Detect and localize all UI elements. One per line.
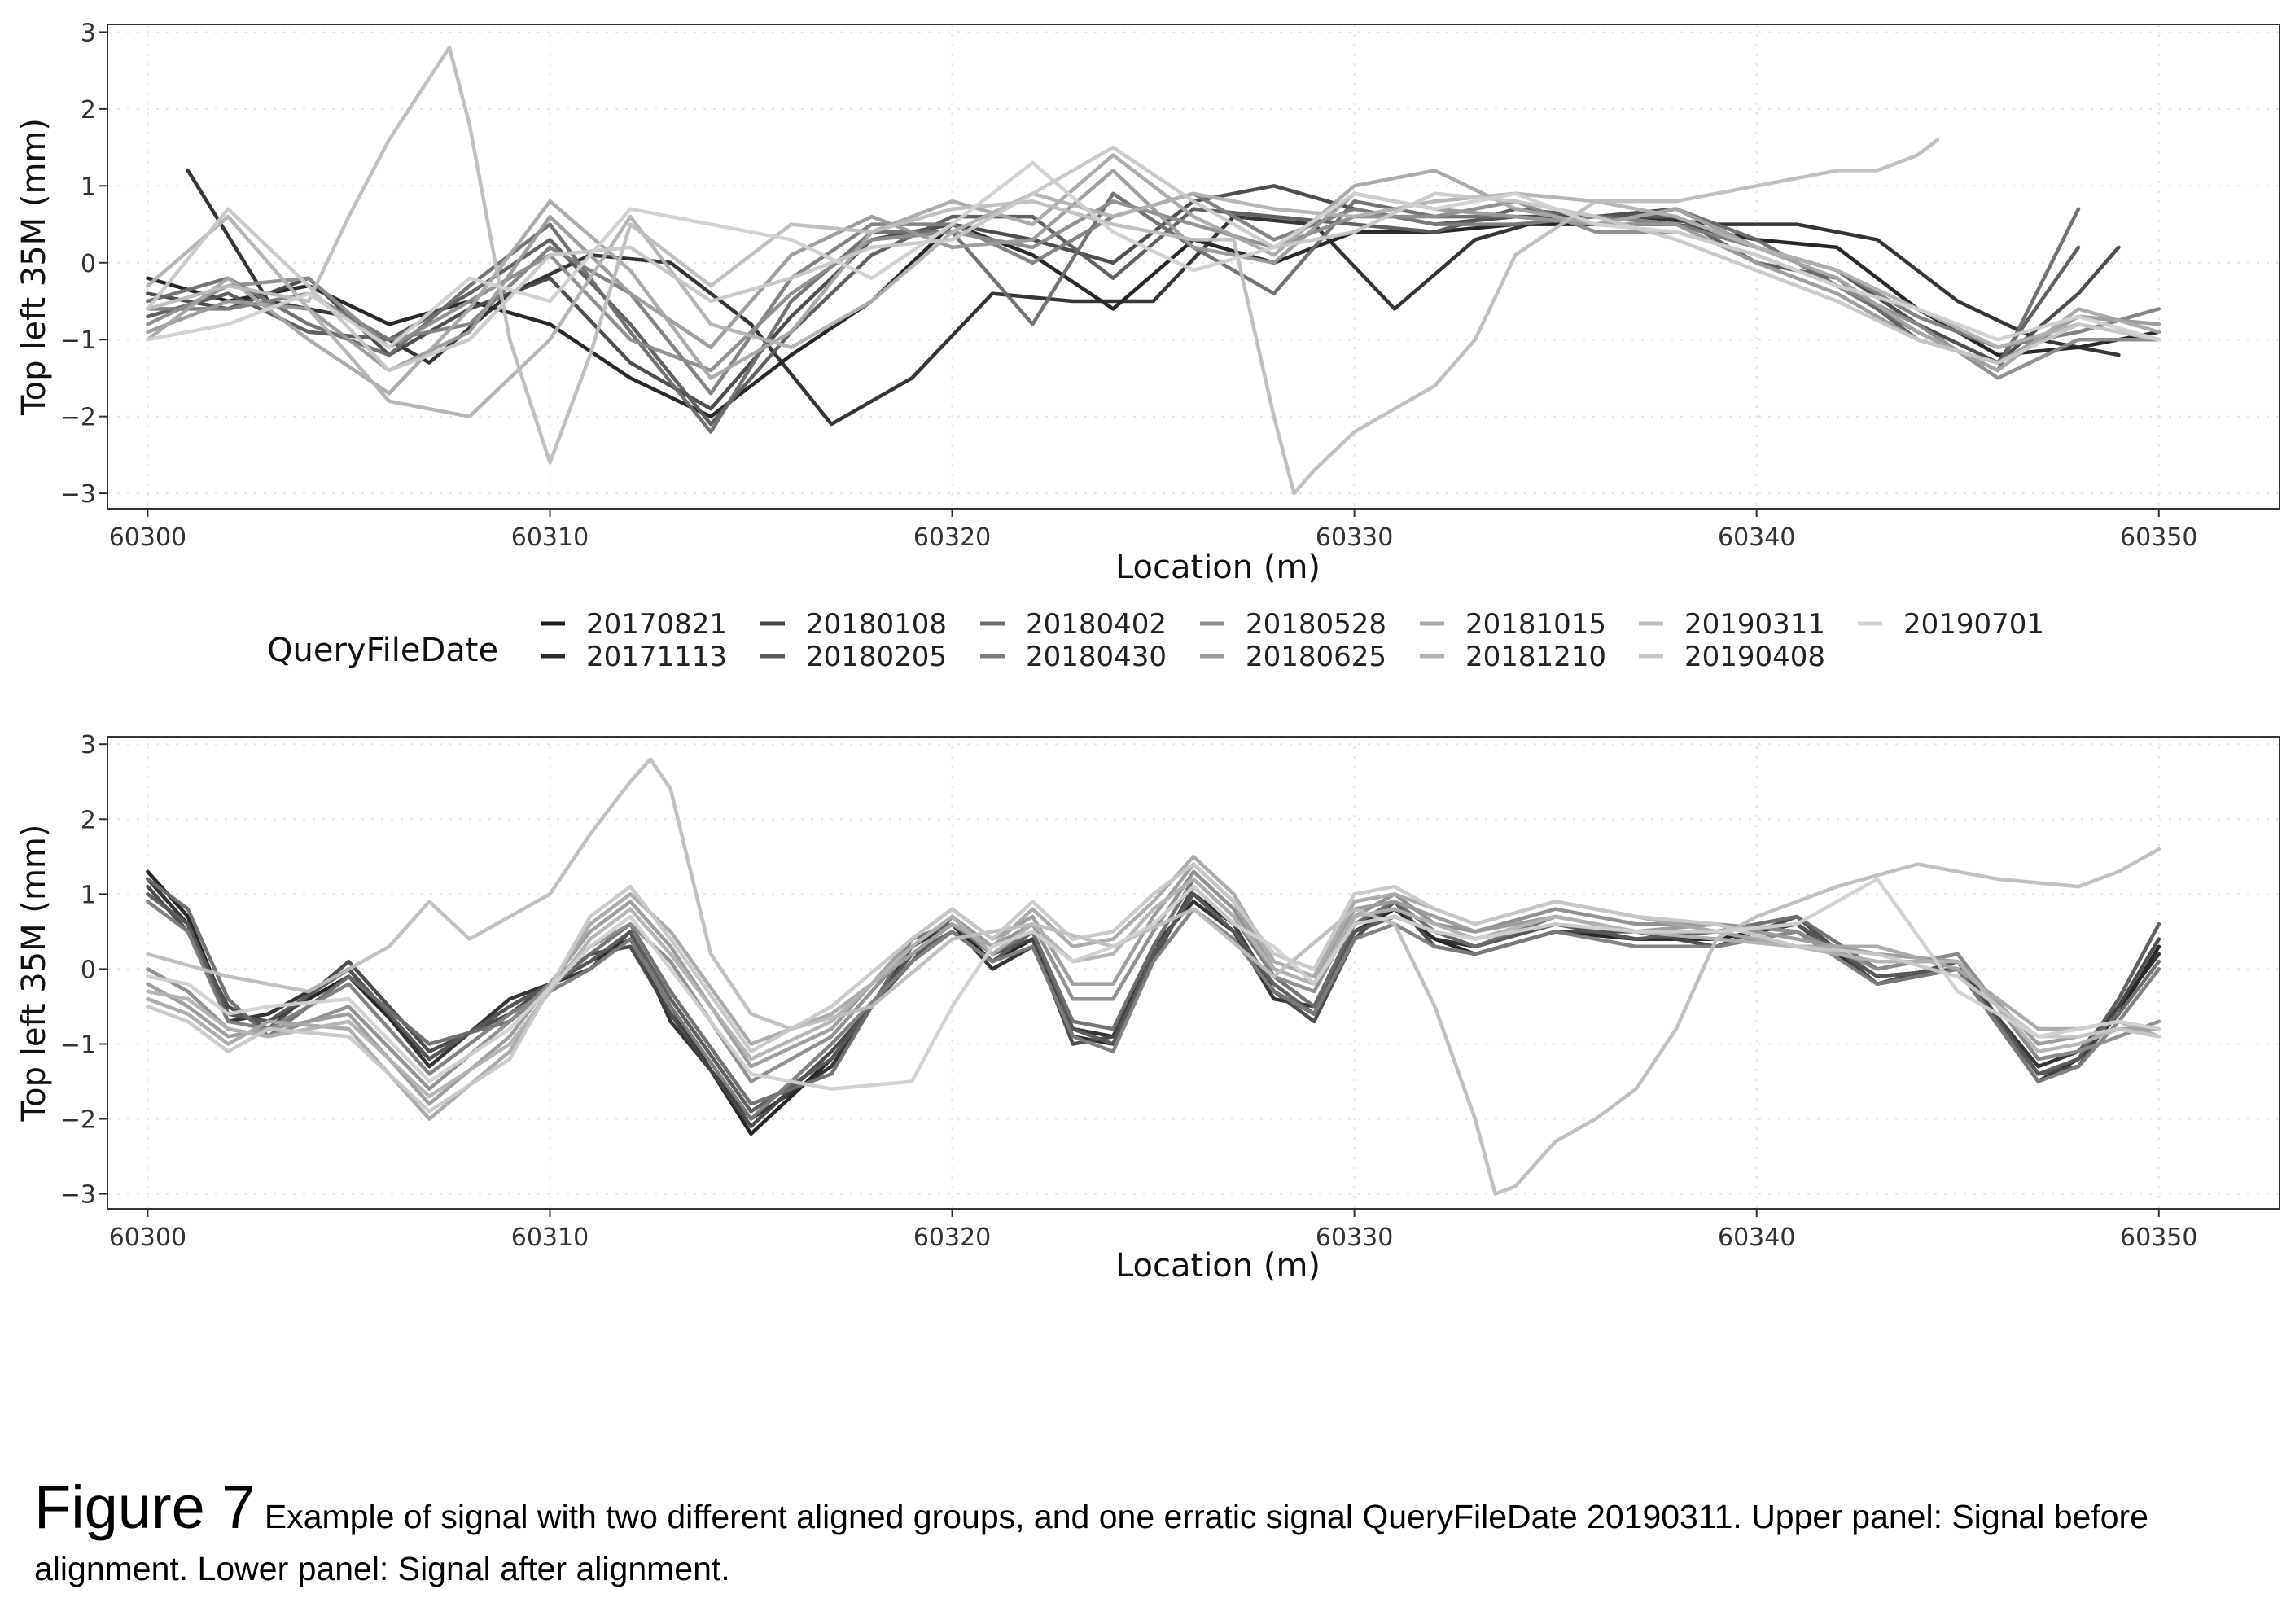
series-line-20181210 xyxy=(146,191,2161,418)
x-tick-label: 60300 xyxy=(109,1223,186,1252)
legend-label-20181210: 20181210 xyxy=(1465,641,1606,673)
legend-label-20180528: 20180528 xyxy=(1246,608,1386,641)
plot-background xyxy=(107,737,2280,1209)
y-tick-label: 0 xyxy=(81,956,96,984)
y-tick-label: −3 xyxy=(60,480,96,509)
x-tick-label: 60340 xyxy=(1718,1223,1795,1252)
x-tick-label: 60320 xyxy=(913,523,991,552)
legend-label-20180625: 20180625 xyxy=(1246,641,1386,673)
series-line-20180625 xyxy=(146,169,2161,373)
legend-title: QueryFileDate xyxy=(267,632,498,669)
y-tick-label: 1 xyxy=(81,173,96,201)
y-tick-label: 1 xyxy=(81,881,96,909)
plot-frame xyxy=(107,736,2280,1210)
series-line-20190408 xyxy=(146,862,2161,1114)
x-axis-title: Location (m) xyxy=(1115,1247,1321,1285)
x-tick-label: 60310 xyxy=(511,1223,589,1252)
y-tick-label: −2 xyxy=(60,404,96,432)
legend-label-20190311: 20190311 xyxy=(1684,608,1825,641)
y-axis-title: Top left 35M (mm) xyxy=(15,118,53,416)
upper-panel: 60300 60310 60320 60330 60340 60350 −3 −2 −1 0 1 2 3… xyxy=(15,19,2280,586)
series-line-20190408 xyxy=(146,145,2161,373)
legend-label-20180430: 20180430 xyxy=(1026,641,1167,673)
series-line-20190311 xyxy=(146,757,2161,1196)
legend: QueryFileDate201708212017111320180108201… xyxy=(267,608,2044,673)
y-axis-title: Top left 35M (mm) xyxy=(15,825,53,1123)
x-tick-label: 60340 xyxy=(1718,523,1795,552)
series-line-20180402 xyxy=(146,191,2081,434)
legend-label-20180402: 20180402 xyxy=(1026,608,1167,641)
x-tick-label: 60350 xyxy=(2120,1223,2197,1252)
y-tick-label: −1 xyxy=(60,1031,96,1059)
y-tick-label: −3 xyxy=(60,1181,96,1210)
legend-label-20170821: 20170821 xyxy=(586,608,727,641)
y-tick-label: 3 xyxy=(81,19,96,47)
y-tick-label: −1 xyxy=(60,326,96,355)
series-line-20180528 xyxy=(146,869,2161,1091)
plot-frame xyxy=(107,24,2280,510)
legend-label-20180205: 20180205 xyxy=(806,641,947,673)
y-tick-label: 0 xyxy=(81,250,96,278)
x-tick-label: 60330 xyxy=(1316,523,1393,552)
legend-label-20171113: 20171113 xyxy=(586,641,727,673)
x-tick-label: 60350 xyxy=(2120,523,2197,552)
legend-label-20180108: 20180108 xyxy=(806,608,947,641)
x-tick-label: 60300 xyxy=(109,523,186,552)
series-line-20190701 xyxy=(146,877,2161,1091)
y-tick-label: 3 xyxy=(81,731,96,759)
legend-label-20190408: 20190408 xyxy=(1684,641,1825,673)
legend-label-20190701: 20190701 xyxy=(1903,608,2044,641)
caption-figure-label: Figure 7 xyxy=(34,1473,256,1541)
x-tick-label: 60310 xyxy=(511,523,589,552)
y-tick-label: −2 xyxy=(60,1106,96,1135)
x-axis-title: Location (m) xyxy=(1115,549,1321,586)
figure-caption: Figure 7 Example of signal with two diff… xyxy=(34,1477,2265,1595)
y-tick-label: 2 xyxy=(81,806,96,834)
x-tick-label: 60320 xyxy=(913,1223,991,1252)
y-tick-label: 2 xyxy=(81,96,96,125)
x-tick-label: 60330 xyxy=(1316,1223,1393,1252)
lower-panel: 60300 60310 60320 60330 60340 60350 −3 −2 −1 0 1 2 3… xyxy=(15,731,2280,1285)
series-line-20190311 xyxy=(146,46,1940,496)
series-line-20190701 xyxy=(146,160,2161,349)
caption-text: Example of signal with two different ali… xyxy=(34,1498,2148,1587)
legend-label-20181015: 20181015 xyxy=(1465,608,1606,641)
plot-background xyxy=(107,24,2280,509)
series-line-20181015 xyxy=(146,153,2161,396)
series-line-20180625 xyxy=(146,862,2161,1106)
